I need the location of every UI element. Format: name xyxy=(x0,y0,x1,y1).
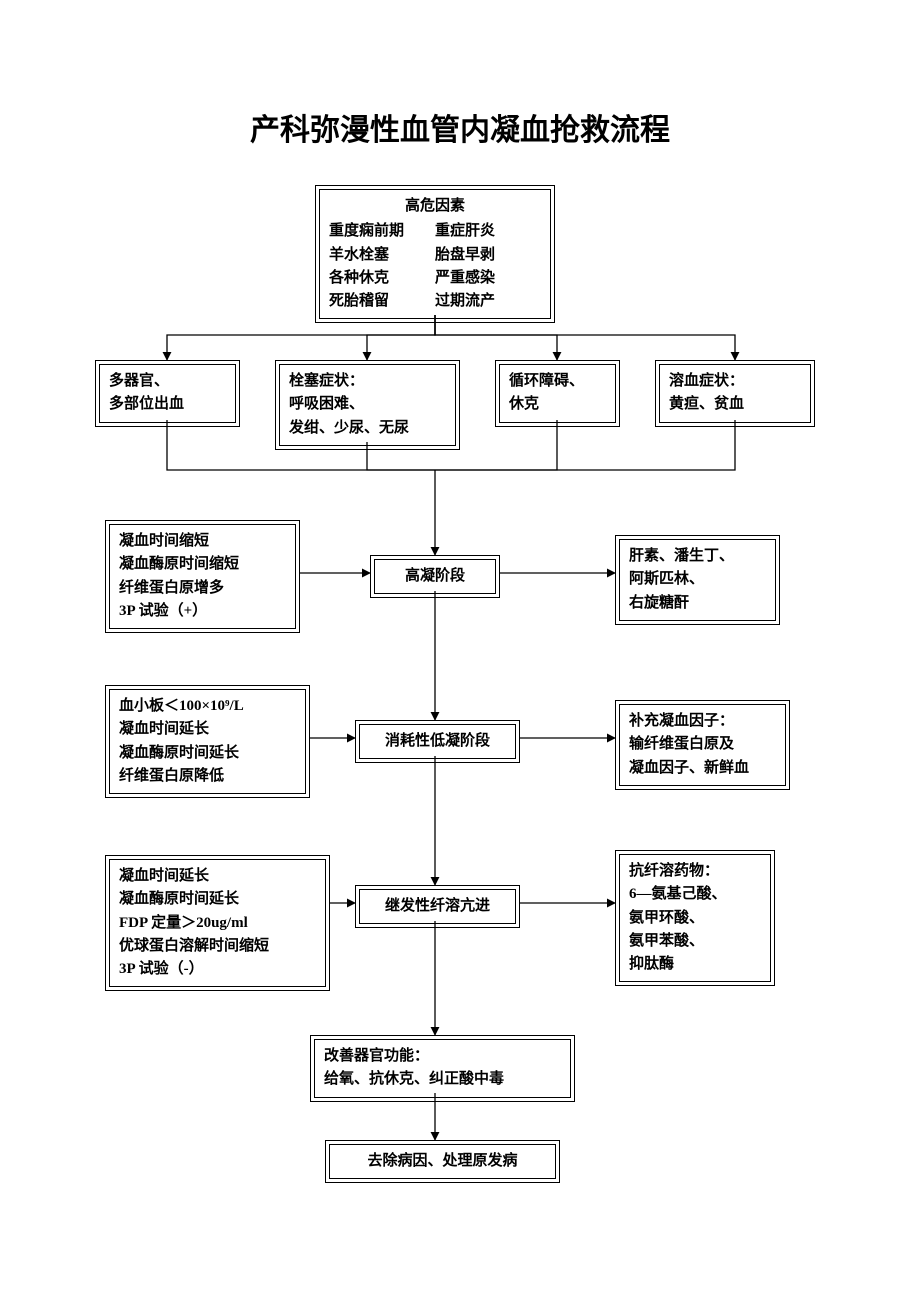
node-lab1: 凝血时间缩短 凝血酶原时间缩短 纤维蛋白原增多 3P 试验（+） xyxy=(105,520,300,633)
node-stage1: 高凝阶段 xyxy=(370,555,500,598)
risk-cell: 各种休克 xyxy=(329,267,435,290)
node-tx3: 抗纤溶药物： 6—氨基己酸、 氨甲环酸、 氨甲苯酸、 抑肽酶 xyxy=(615,850,775,986)
node-lab2: 血小板＜100×10⁹/L 凝血时间延长 凝血酶原时间延长 纤维蛋白原降低 xyxy=(105,685,310,798)
node-tx1: 肝素、潘生丁、 阿斯匹林、 右旋糖酐 xyxy=(615,535,780,625)
node-organ: 改善器官功能： 给氧、抗休克、纠正酸中毒 xyxy=(310,1035,575,1102)
node-risk-header: 高危因素 xyxy=(329,195,541,218)
page-title: 产科弥漫性血管内凝血抢救流程 xyxy=(0,105,920,149)
node-sym2: 栓塞症状： 呼吸困难、 发绀、少尿、无尿 xyxy=(275,360,460,450)
risk-cell: 重症肝炎 xyxy=(435,220,541,243)
node-risk: 高危因素 重度痫前期重症肝炎 羊水栓塞胎盘早剥 各种休克严重感染 死胎稽留过期流… xyxy=(315,185,555,323)
risk-cell: 过期流产 xyxy=(435,290,541,313)
risk-cell: 死胎稽留 xyxy=(329,290,435,313)
node-stage2: 消耗性低凝阶段 xyxy=(355,720,520,763)
risk-cell: 胎盘早剥 xyxy=(435,244,541,267)
flowchart-canvas: 产科弥漫性血管内凝血抢救流程 高危因素 重度痫前期重症肝炎 羊水栓塞胎盘早剥 各… xyxy=(0,0,920,1302)
node-stage3: 继发性纤溶亢进 xyxy=(355,885,520,928)
node-sym3: 循环障碍、 休克 xyxy=(495,360,620,427)
node-final: 去除病因、处理原发病 xyxy=(325,1140,560,1183)
node-sym4: 溶血症状： 黄疸、贫血 xyxy=(655,360,815,427)
node-tx2: 补充凝血因子： 输纤维蛋白原及 凝血因子、新鲜血 xyxy=(615,700,790,790)
node-lab3: 凝血时间延长 凝血酶原时间延长 FDP 定量＞20ug/ml 优球蛋白溶解时间缩… xyxy=(105,855,330,991)
risk-cell: 重度痫前期 xyxy=(329,220,435,243)
risk-cell: 羊水栓塞 xyxy=(329,244,435,267)
node-sym1: 多器官、 多部位出血 xyxy=(95,360,240,427)
risk-cell: 严重感染 xyxy=(435,267,541,290)
